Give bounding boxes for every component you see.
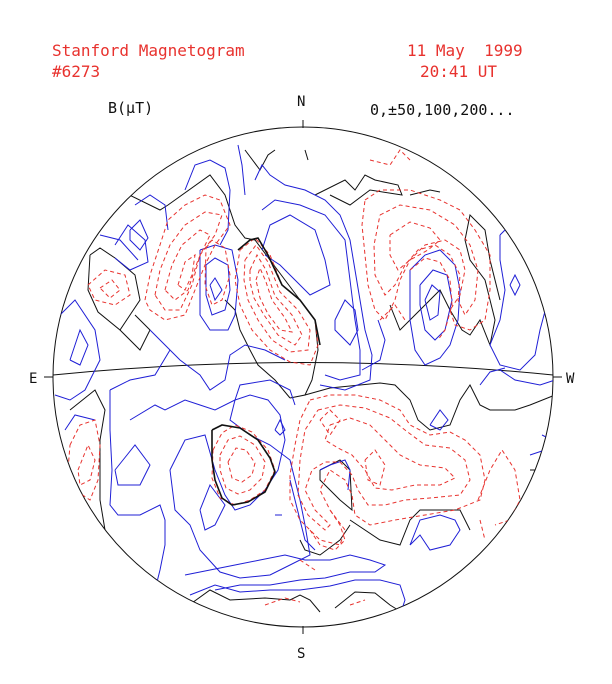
solar-disk-outline [52,126,554,628]
magnetogram-title: Stanford Magnetogram [52,41,245,60]
south-label: S [297,646,306,662]
west-label: W [566,371,575,387]
observation-time: 20:41 UT [420,62,498,81]
north-label: N [297,94,306,110]
strong-neutral-line [211,237,321,506]
magnetogram-number: #6273 [52,62,101,81]
neutral-contours [69,149,553,613]
observation-date: 11 May 1999 [407,41,523,60]
units-label: B(µT) [108,99,154,117]
positive-contours [67,149,521,606]
contour-levels-label: 0,±50,100,200... [370,101,515,119]
negative-contours [54,144,553,616]
east-label: E [29,371,38,387]
equator-line [52,362,554,376]
